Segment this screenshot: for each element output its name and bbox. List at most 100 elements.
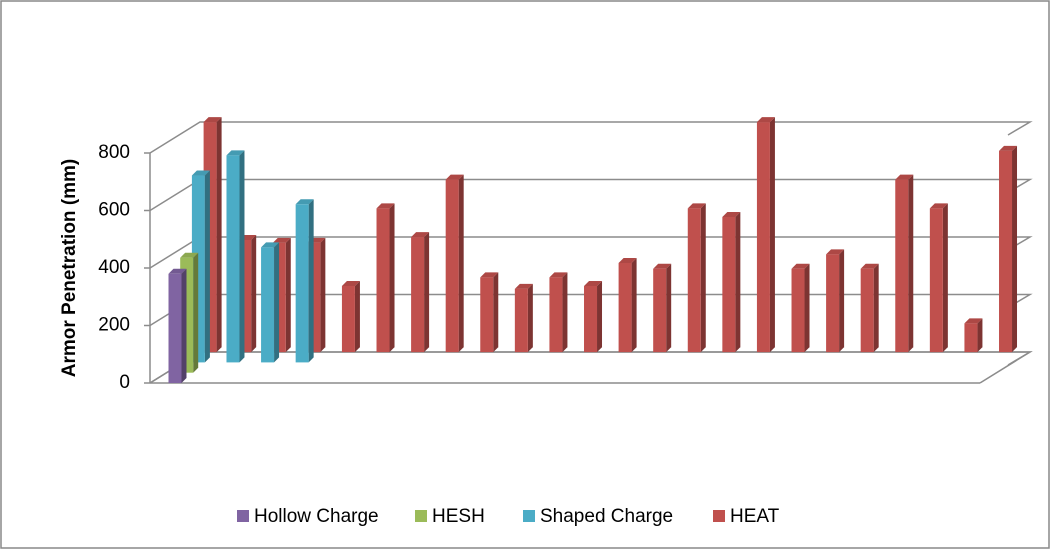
y-tick-label: 600: [98, 200, 130, 221]
bar-side: [1012, 145, 1018, 353]
bar: [226, 150, 245, 363]
bar: [445, 174, 464, 353]
bar-front: [445, 179, 459, 353]
bar-side: [216, 117, 222, 353]
legend-label: HESH: [432, 506, 485, 527]
bar-front: [514, 288, 528, 353]
bar-front: [826, 254, 840, 353]
bar-top: [895, 174, 914, 180]
bar-side: [493, 272, 499, 353]
bar-side: [942, 203, 948, 353]
bar-side: [239, 150, 245, 363]
bar-front: [295, 204, 309, 363]
legend-swatch: [415, 510, 427, 522]
bar-top: [964, 318, 983, 324]
bar: [653, 263, 672, 353]
bar-side: [308, 199, 314, 363]
bar-top: [272, 237, 291, 243]
bar-top: [295, 199, 314, 205]
bar-side: [666, 263, 672, 353]
bar-side: [977, 318, 983, 353]
bar-front: [999, 150, 1013, 353]
bar-side: [320, 237, 326, 353]
grid-line: [149, 121, 1033, 154]
bar-side: [873, 263, 879, 353]
bar-front: [895, 179, 909, 353]
y-tick-label: 400: [98, 257, 130, 278]
bar-side: [458, 174, 464, 353]
bar-side: [769, 117, 775, 353]
bar-front: [168, 273, 182, 383]
bar: [999, 145, 1018, 353]
bar: [826, 249, 845, 353]
bar-side: [389, 203, 395, 353]
bar-front: [756, 122, 770, 353]
bar-front: [964, 323, 978, 353]
bar-side: [274, 242, 280, 363]
bar: [860, 263, 879, 353]
bar-top: [261, 242, 280, 248]
legend-label: Shaped Charge: [540, 506, 673, 527]
bar-top: [226, 150, 245, 156]
bar: [756, 117, 775, 353]
bar-top: [756, 117, 775, 123]
y-axis-title: Armor Penetration (mm): [59, 159, 80, 378]
bar-side: [527, 283, 533, 353]
bar: [549, 272, 568, 353]
bar-top: [549, 272, 568, 278]
legend-swatch: [523, 510, 535, 522]
bar-top: [722, 211, 741, 217]
bar-front: [480, 277, 494, 353]
bar-top: [826, 249, 845, 255]
bar-front: [376, 208, 390, 353]
y-tick-label: 200: [98, 315, 130, 336]
bar-front: [411, 237, 425, 353]
bar-top: [445, 174, 464, 180]
legend-swatch: [713, 510, 725, 522]
bar: [687, 203, 706, 353]
bar-front: [860, 268, 874, 353]
bar-front: [549, 277, 563, 353]
bar-front: [929, 208, 943, 353]
bar-top: [687, 203, 706, 209]
bar-side: [804, 263, 810, 353]
bar: [584, 280, 603, 353]
bar-side: [181, 268, 187, 383]
bar-side: [251, 234, 257, 353]
bar-top: [341, 280, 360, 286]
bar-side: [597, 280, 603, 353]
bar-side: [424, 232, 430, 353]
bar-front: [791, 268, 805, 353]
bar-top: [618, 257, 637, 263]
bar-front: [584, 285, 598, 353]
bar-top: [929, 203, 948, 209]
legend-swatch: [237, 510, 249, 522]
bar-front: [722, 216, 736, 353]
bar-front: [341, 285, 355, 353]
bar-top: [584, 280, 603, 286]
bar: [376, 203, 395, 353]
bar-top: [653, 263, 672, 269]
bar-top: [191, 170, 210, 176]
bar-side: [631, 257, 637, 353]
bar: [618, 257, 637, 353]
bar-front: [618, 262, 632, 353]
bar-front: [226, 155, 240, 363]
bar: [929, 203, 948, 353]
grid-line: [149, 236, 1033, 269]
bar-front: [261, 247, 275, 363]
bar-top: [376, 203, 395, 209]
bar-side: [562, 272, 568, 353]
bar-front: [687, 208, 701, 353]
bar: [722, 211, 741, 353]
bar-side: [285, 237, 291, 353]
bar-top: [860, 263, 879, 269]
bar: [341, 280, 360, 353]
grid-line: [149, 178, 1033, 212]
bar: [168, 268, 187, 383]
bar-top: [791, 263, 810, 269]
bar-top: [168, 268, 187, 274]
bar-side: [193, 252, 199, 373]
bar: [791, 263, 810, 353]
